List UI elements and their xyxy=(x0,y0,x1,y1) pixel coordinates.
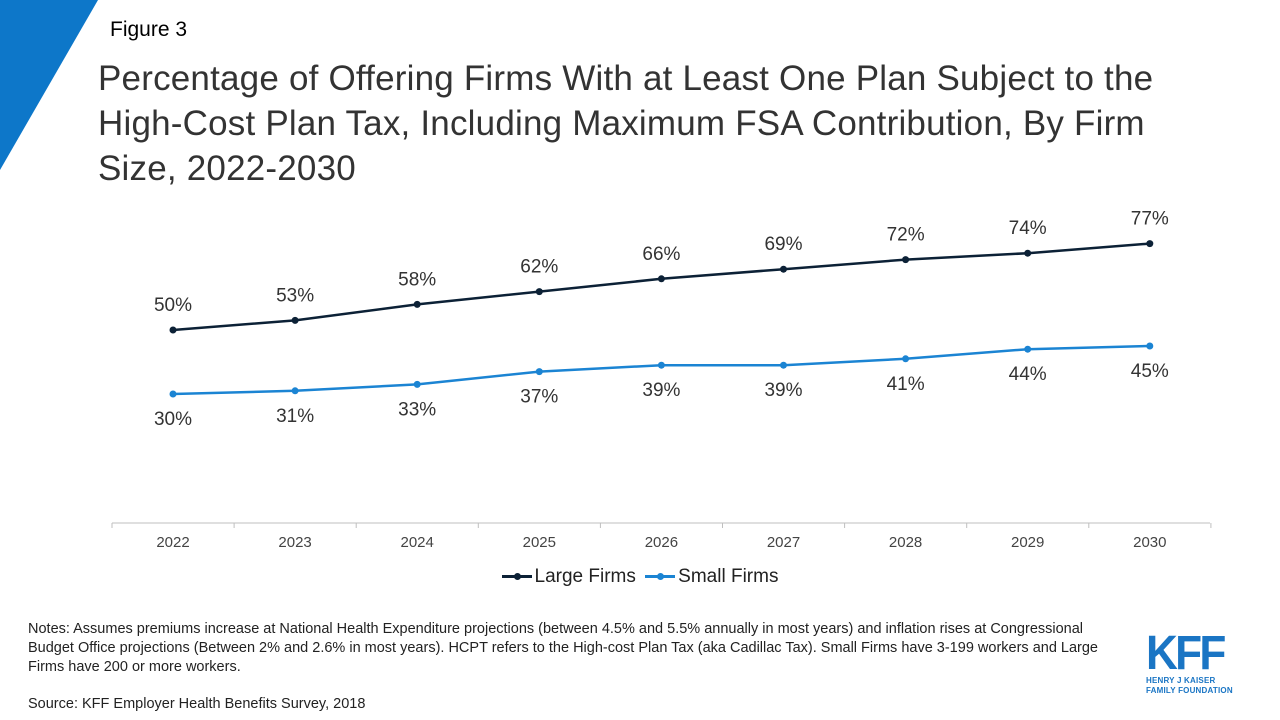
data-label-large-firms-2029: 74% xyxy=(1009,218,1047,239)
corner-accent-shape xyxy=(0,0,98,170)
data-label-small-firms-2027: 39% xyxy=(764,380,802,401)
x-tick-label-2023: 2023 xyxy=(278,534,311,551)
x-tick-label-2022: 2022 xyxy=(156,534,189,551)
data-label-small-firms-2025: 37% xyxy=(520,387,558,408)
kff-logo-mark: KFF xyxy=(1146,627,1226,680)
x-tick-label-2028: 2028 xyxy=(889,534,922,551)
data-point-large-firms-2029 xyxy=(1024,249,1032,257)
x-tick-label-2029: 2029 xyxy=(1011,534,1044,551)
data-point-large-firms-2030 xyxy=(1146,240,1154,248)
data-point-small-firms-2029 xyxy=(1024,345,1032,353)
line-chart: 2022 2023 2024 2025 2026 2027 2028 2029 2030 50% 5… xyxy=(111,209,1212,551)
data-label-small-firms-2029: 44% xyxy=(1009,364,1047,385)
figure-label: Figure 3 xyxy=(110,18,188,41)
kff-logo-line1: HENRY J KAISER xyxy=(1146,676,1216,685)
kff-logo: KFF HENRY J KAISER FAMILY FOUNDATION xyxy=(1146,627,1238,696)
chart-title: Percentage of Offering Firms With at Lea… xyxy=(98,59,1154,188)
data-label-large-firms-2023: 53% xyxy=(276,285,314,306)
kff-logo-line2: FAMILY FOUNDATION xyxy=(1146,686,1233,695)
legend-swatch-small-firms xyxy=(645,573,676,580)
x-tick-label-2027: 2027 xyxy=(767,534,800,551)
chart-legend: Large Firms Small Firms xyxy=(0,562,1280,588)
data-label-small-firms-2026: 39% xyxy=(642,380,680,401)
data-point-large-firms-2025 xyxy=(535,288,543,296)
data-label-large-firms-2026: 66% xyxy=(642,244,680,265)
data-point-large-firms-2023 xyxy=(291,316,299,324)
data-label-large-firms-2025: 62% xyxy=(520,257,558,278)
data-label-small-firms-2028: 41% xyxy=(887,374,925,395)
data-label-small-firms-2022: 30% xyxy=(154,409,192,430)
legend-label-small-firms: Small Firms xyxy=(678,565,779,587)
data-point-small-firms-2030 xyxy=(1146,342,1154,350)
data-point-small-firms-2022 xyxy=(169,390,177,398)
data-point-large-firms-2028 xyxy=(902,256,910,264)
legend-swatch-large-firms xyxy=(501,573,532,580)
chart-source: Source: KFF Employer Health Benefits Sur… xyxy=(28,696,366,712)
data-point-large-firms-2024 xyxy=(413,300,421,308)
chart-notes: Notes: Assumes premiums increase at Nati… xyxy=(28,621,1098,675)
data-label-small-firms-2023: 31% xyxy=(276,406,314,427)
data-point-small-firms-2026 xyxy=(657,361,665,369)
data-point-small-firms-2024 xyxy=(413,380,421,388)
legend-item-large-firms: Large Firms xyxy=(501,565,636,588)
data-point-small-firms-2023 xyxy=(291,387,299,395)
legend-label-large-firms: Large Firms xyxy=(534,565,636,587)
data-point-small-firms-2028 xyxy=(902,355,910,363)
data-label-small-firms-2030: 45% xyxy=(1131,361,1169,382)
data-label-large-firms-2030: 77% xyxy=(1131,209,1169,230)
data-label-large-firms-2022: 50% xyxy=(154,295,192,316)
data-label-large-firms-2027: 69% xyxy=(764,234,802,255)
data-point-small-firms-2027 xyxy=(780,361,787,369)
data-label-small-firms-2024: 33% xyxy=(398,399,436,420)
data-point-small-firms-2025 xyxy=(535,368,543,376)
x-tick-label-2026: 2026 xyxy=(645,534,678,551)
data-label-large-firms-2024: 58% xyxy=(398,269,436,290)
x-tick-label-2030: 2030 xyxy=(1133,534,1166,551)
data-point-large-firms-2027 xyxy=(780,265,787,273)
legend-item-small-firms: Small Firms xyxy=(645,566,778,588)
data-label-large-firms-2028: 72% xyxy=(887,225,925,246)
data-point-large-firms-2026 xyxy=(657,275,665,283)
x-tick-label-2025: 2025 xyxy=(523,534,556,551)
x-tick-label-2024: 2024 xyxy=(401,534,434,551)
data-point-large-firms-2022 xyxy=(169,326,177,334)
